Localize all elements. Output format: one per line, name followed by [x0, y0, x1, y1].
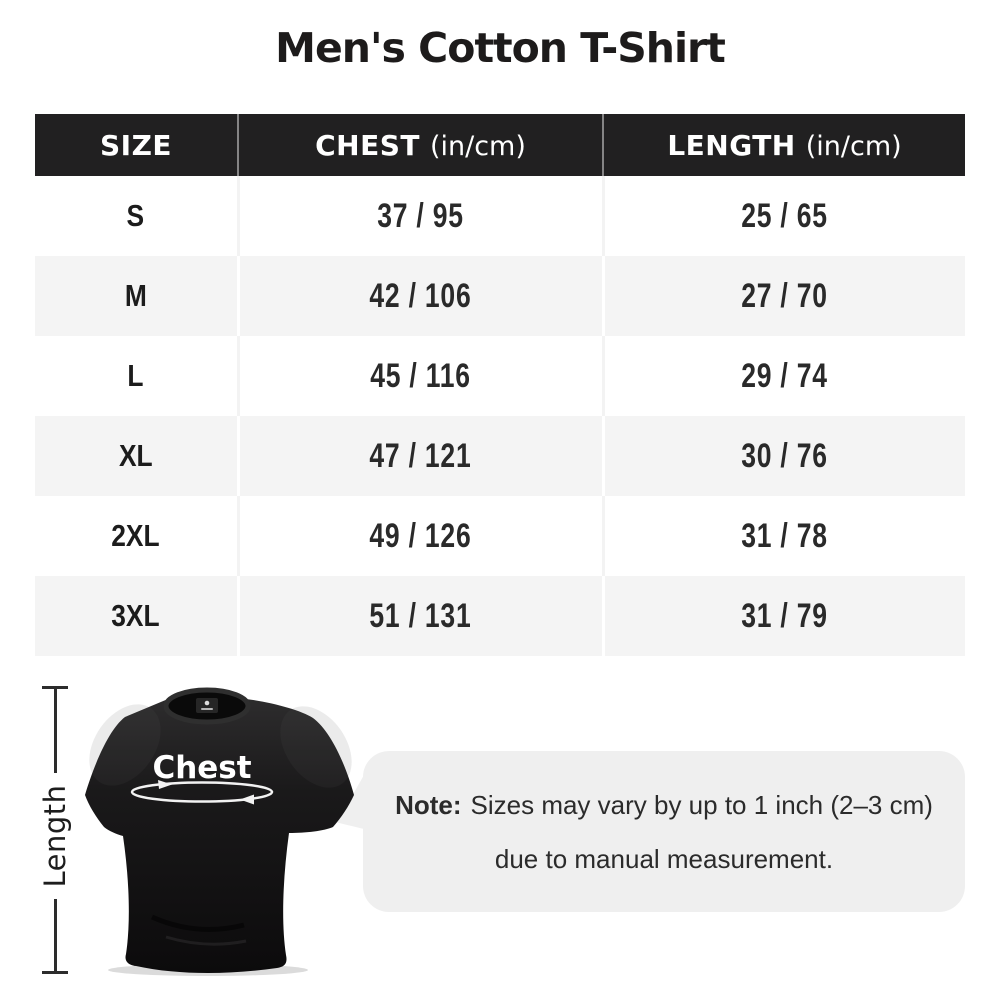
chest-value: 37 / 95 — [377, 196, 464, 235]
note-text-line2: due to manual measurement. — [494, 843, 834, 874]
table-row: S 37 / 95 25 / 65 — [35, 176, 965, 256]
table-row: XL 47 / 121 30 / 76 — [35, 416, 965, 496]
column-header-length-unit: (in/cm) — [805, 130, 902, 162]
length-value: 25 / 65 — [741, 196, 829, 235]
hem-wrinkle-2 — [165, 935, 247, 946]
length-line-top — [53, 689, 57, 773]
length-cell: 27 / 70 — [603, 256, 965, 336]
size-value: L — [127, 358, 144, 393]
chest-cell: 51 / 131 — [238, 576, 605, 656]
shoulder-highlight-right — [280, 706, 352, 788]
table-row: L 45 / 116 29 / 74 — [35, 336, 965, 416]
chest-cell: 49 / 126 — [238, 496, 605, 576]
collar-tag — [196, 698, 218, 713]
chest-cell: 47 / 121 — [238, 416, 605, 496]
column-header-chest: CHEST (in/cm) — [238, 114, 604, 176]
size-table-body: S 37 / 95 25 / 65 M 42 / 106 27 / 70 L 4… — [35, 176, 965, 656]
tshirt-illustration: Chest — [85, 687, 354, 976]
note-label: Note: — [395, 789, 462, 820]
size-value: S — [126, 198, 145, 233]
hem-wrinkle-1 — [150, 914, 245, 932]
tshirt-body — [85, 694, 354, 974]
length-value: 30 / 76 — [741, 436, 829, 475]
note-bubble: Note: Sizes may vary by up to 1 inch (2–3… — [337, 751, 965, 912]
size-cell: 3XL — [35, 576, 240, 656]
collar-tag-text-line — [201, 708, 213, 710]
size-cell: L — [35, 336, 240, 416]
length-cell: 25 / 65 — [603, 176, 965, 256]
column-header-size-label: SIZE — [99, 128, 172, 162]
collar-tag-logo-icon — [204, 700, 210, 706]
table-row: 3XL 51 / 131 31 / 79 — [35, 576, 965, 656]
length-value: 31 / 78 — [741, 516, 829, 555]
chest-cell: 42 / 106 — [238, 256, 605, 336]
chest-cell: 37 / 95 — [238, 176, 605, 256]
chest-value: 42 / 106 — [369, 276, 472, 315]
size-cell: XL — [35, 416, 240, 496]
length-cell: 30 / 76 — [603, 416, 965, 496]
table-row: M 42 / 106 27 / 70 — [35, 256, 965, 336]
chest-cell: 45 / 116 — [238, 336, 605, 416]
column-header-size: SIZE — [35, 114, 239, 176]
note-text-line1: Note: Sizes may vary by up to 1 inch (2–3… — [395, 792, 933, 818]
size-value: XL — [118, 438, 153, 473]
size-cell: S — [35, 176, 240, 256]
note-text-line1-body: Sizes may vary by up to 1 inch (2–3 cm) — [470, 789, 933, 820]
chest-value: 45 / 116 — [370, 356, 471, 395]
chest-value: 47 / 121 — [369, 436, 472, 475]
length-value: 29 / 74 — [741, 356, 829, 395]
length-cell: 29 / 74 — [603, 336, 965, 416]
chest-arrowhead-right-icon — [158, 780, 172, 789]
length-measure-indicator: Length — [38, 686, 72, 974]
column-header-length-label: LENGTH — [667, 128, 796, 162]
length-cap-bottom-icon — [42, 971, 68, 974]
length-label: Length — [38, 784, 72, 888]
length-cell: 31 / 78 — [603, 496, 965, 576]
table-row: 2XL 49 / 126 31 / 78 — [35, 496, 965, 576]
column-header-chest-label: CHEST — [315, 128, 420, 162]
length-value: 27 / 70 — [741, 276, 829, 315]
size-table-header: SIZE CHEST (in/cm) LENGTH (in/cm) — [35, 114, 965, 176]
length-cell: 31 / 79 — [603, 576, 965, 656]
size-value: 3XL — [111, 598, 160, 633]
length-line-bottom — [53, 899, 57, 971]
chest-value: 51 / 131 — [369, 596, 472, 635]
column-header-length: LENGTH (in/cm) — [603, 114, 965, 176]
shoulder-highlight-left — [89, 704, 161, 786]
length-value: 31 / 79 — [741, 596, 829, 635]
size-table: SIZE CHEST (in/cm) LENGTH (in/cm) S 37 / 9… — [35, 114, 965, 656]
length-cap-top-icon — [42, 686, 68, 689]
size-value: 2XL — [111, 518, 160, 553]
chest-arrowhead-left-icon — [240, 794, 254, 805]
chest-measure-ellipse — [130, 781, 274, 803]
size-value: M — [124, 278, 147, 313]
size-cell: M — [35, 256, 240, 336]
chest-label: Chest — [152, 750, 251, 786]
size-cell: 2XL — [35, 496, 240, 576]
page-title: Men's Cotton T-Shirt — [275, 24, 726, 72]
column-header-chest-unit: (in/cm) — [429, 130, 526, 162]
chest-value: 49 / 126 — [369, 516, 472, 555]
header-row: SIZE CHEST (in/cm) LENGTH (in/cm) — [35, 114, 965, 176]
